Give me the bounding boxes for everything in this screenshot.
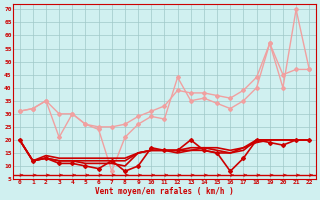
X-axis label: Vent moyen/en rafales ( km/h ): Vent moyen/en rafales ( km/h ) [95,187,234,196]
